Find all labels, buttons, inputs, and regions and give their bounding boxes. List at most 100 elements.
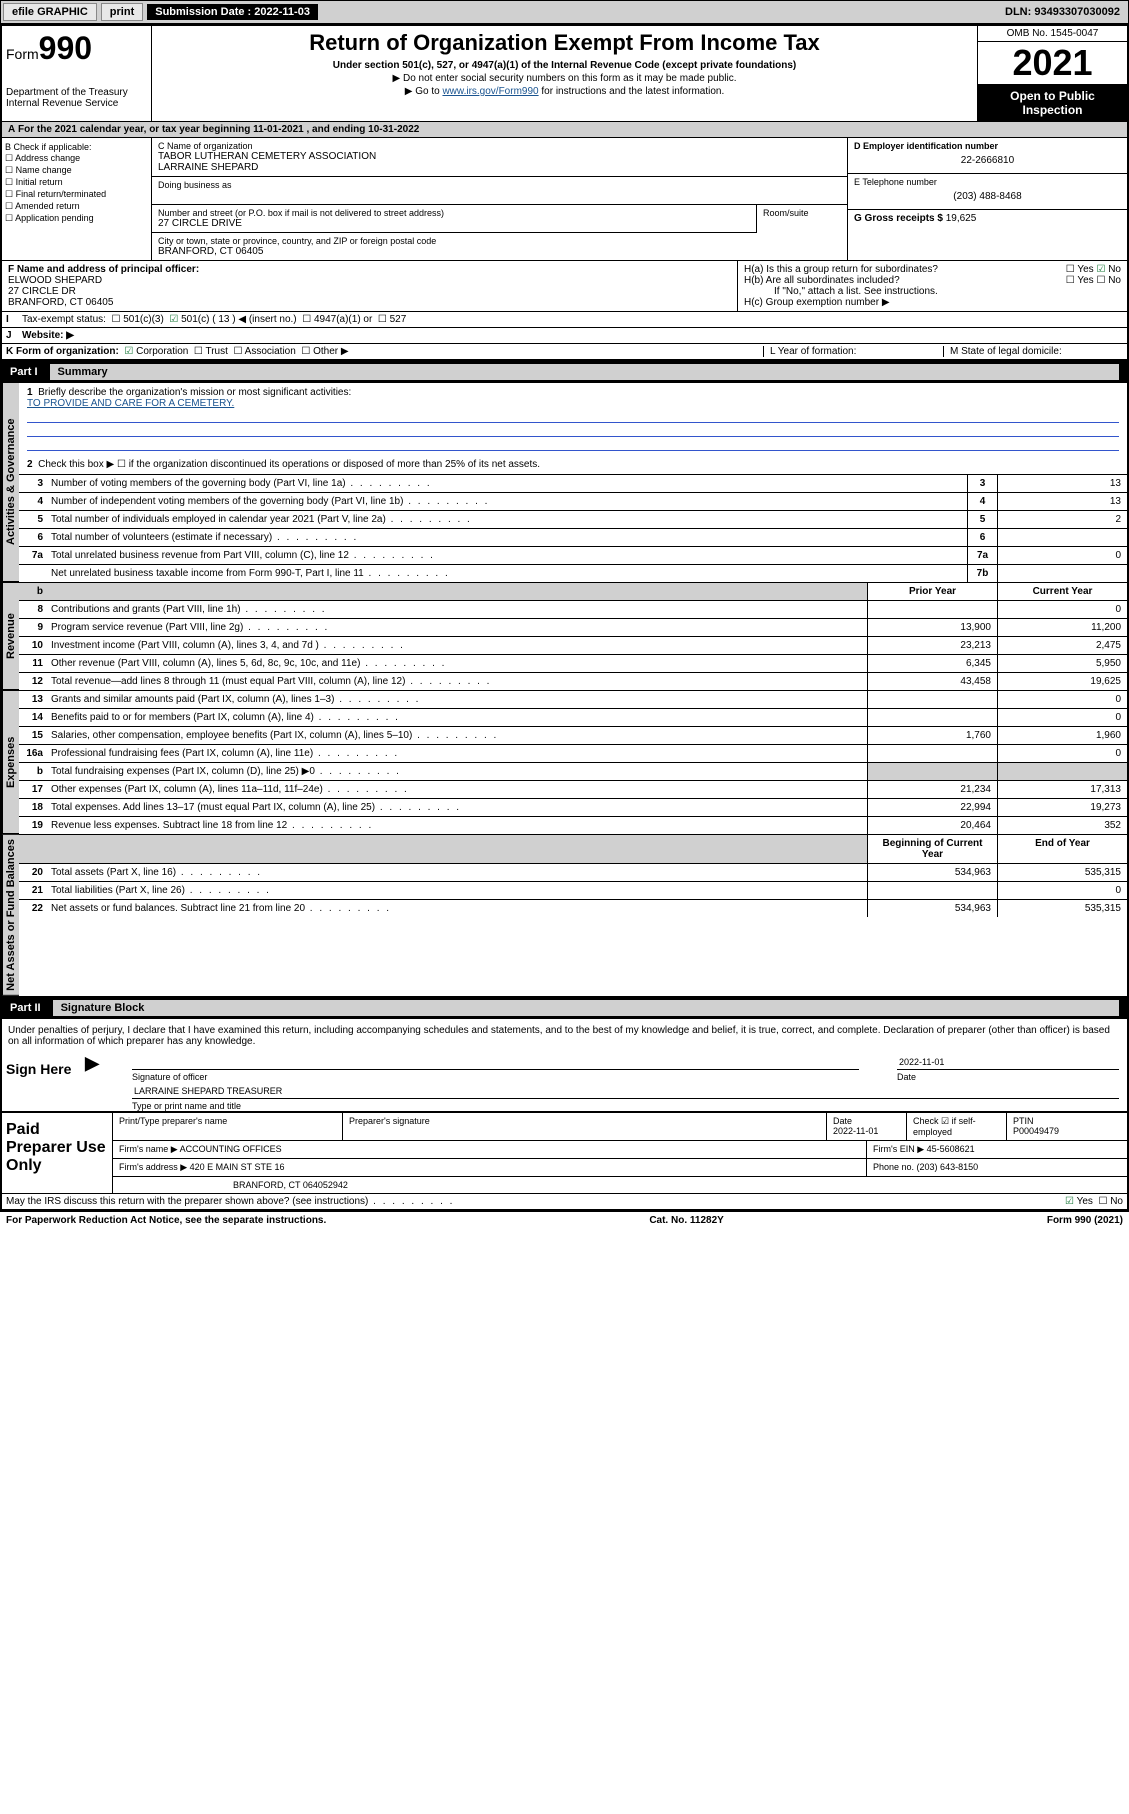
line-4: 4 Number of independent voting members o… bbox=[19, 493, 1127, 511]
omb-number: OMB No. 1545-0047 bbox=[978, 26, 1127, 42]
chk-address-change[interactable]: Address change bbox=[5, 153, 148, 164]
line-9: 9 Program service revenue (Part VIII, li… bbox=[19, 619, 1127, 637]
q1-mission-label: Briefly describe the organization's miss… bbox=[38, 387, 351, 398]
check-self-employed[interactable]: Check ☑ if self-employed bbox=[907, 1113, 1007, 1140]
subtitle-1: Under section 501(c), 527, or 4947(a)(1)… bbox=[160, 60, 969, 71]
chk-amended-return[interactable]: Amended return bbox=[5, 201, 148, 212]
vbar-expenses: Expenses bbox=[2, 691, 19, 834]
tax-exempt-label: Tax-exempt status: bbox=[22, 314, 106, 325]
officer-name-title: LARRAINE SHEPARD TREASURER bbox=[132, 1084, 1119, 1099]
k-form-org-label: K Form of organization: bbox=[6, 346, 119, 357]
arrow-icon: ▶ bbox=[82, 1053, 102, 1111]
f-officer-label: F Name and address of principal officer: bbox=[8, 264, 731, 275]
form-title: Return of Organization Exempt From Incom… bbox=[160, 30, 969, 56]
line-22: 22 Net assets or fund balances. Subtract… bbox=[19, 900, 1127, 917]
subtitle-2: ▶ Do not enter social security numbers o… bbox=[160, 73, 969, 84]
c-name-label: C Name of organization bbox=[158, 141, 841, 151]
ha-yes[interactable]: Yes bbox=[1066, 264, 1094, 275]
room-label: Room/suite bbox=[763, 208, 841, 218]
part-i-title: Summary bbox=[50, 364, 1119, 380]
col-b-checkboxes: B Check if applicable: Address change Na… bbox=[2, 138, 152, 260]
sign-here-label: Sign Here bbox=[2, 1053, 82, 1111]
discuss-yes[interactable]: Yes bbox=[1065, 1196, 1093, 1207]
chk-trust[interactable]: Trust bbox=[194, 346, 228, 357]
form-word: Form bbox=[6, 46, 39, 62]
hb-note: If "No," attach a list. See instructions… bbox=[744, 286, 1121, 297]
submission-date: Submission Date : 2022-11-03 bbox=[147, 4, 318, 20]
chk-527[interactable]: 527 bbox=[378, 314, 406, 325]
line-: Net unrelated business taxable income fr… bbox=[19, 565, 1127, 582]
ptin-value: P00049479 bbox=[1013, 1126, 1059, 1136]
org-name-2: LARRAINE SHEPARD bbox=[158, 162, 841, 173]
sig-officer-label: Signature of officer bbox=[132, 1072, 867, 1082]
form-number: 990 bbox=[39, 30, 92, 66]
line-19: 19 Revenue less expenses. Subtract line … bbox=[19, 817, 1127, 834]
line-b: b Total fundraising expenses (Part IX, c… bbox=[19, 763, 1127, 781]
chk-name-change[interactable]: Name change bbox=[5, 165, 148, 176]
line-10: 10 Investment income (Part VIII, column … bbox=[19, 637, 1127, 655]
row-j: J bbox=[6, 330, 22, 341]
e-phone-label: E Telephone number bbox=[854, 177, 1121, 187]
officer-addr2: BRANFORD, CT 06405 bbox=[8, 297, 731, 308]
part-ii-title: Signature Block bbox=[53, 1000, 1119, 1016]
line-20: 20 Total assets (Part X, line 16) 534,96… bbox=[19, 864, 1127, 882]
line-8: 8 Contributions and grants (Part VIII, l… bbox=[19, 601, 1127, 619]
chk-4947[interactable]: 4947(a)(1) or bbox=[302, 314, 372, 325]
hb-yes[interactable]: Yes bbox=[1066, 275, 1094, 286]
chk-501c3[interactable]: 501(c)(3) bbox=[111, 314, 163, 325]
chk-final-return[interactable]: Final return/terminated bbox=[5, 189, 148, 200]
paid-preparer-label: Paid Preparer Use Only bbox=[2, 1113, 112, 1193]
dept-treasury: Department of the Treasury bbox=[6, 87, 147, 98]
dln-label: DLN: 93493307030092 bbox=[1005, 6, 1126, 18]
discuss-no[interactable]: No bbox=[1098, 1196, 1123, 1207]
may-irs-discuss: May the IRS discuss this return with the… bbox=[6, 1196, 454, 1207]
sig-date-label: Date bbox=[897, 1072, 1127, 1082]
vbar-governance: Activities & Governance bbox=[2, 383, 19, 582]
tax-year: 2021 bbox=[978, 42, 1127, 85]
firm-ein-label: Firm's EIN ▶ bbox=[873, 1144, 927, 1154]
penalty-statement: Under penalties of perjury, I declare th… bbox=[2, 1019, 1127, 1053]
firm-addr-label: Firm's address ▶ bbox=[119, 1162, 190, 1172]
chk-other[interactable]: Other ▶ bbox=[301, 346, 348, 357]
firm-addr2-value: BRANFORD, CT 064052942 bbox=[113, 1177, 1127, 1193]
line-12: 12 Total revenue—add lines 8 through 11 … bbox=[19, 673, 1127, 690]
gross-receipts-value: 19,625 bbox=[946, 213, 977, 224]
chk-association[interactable]: Association bbox=[233, 346, 295, 357]
firm-addr1-value: 420 E MAIN ST STE 16 bbox=[190, 1162, 285, 1172]
print-button[interactable]: print bbox=[101, 3, 143, 21]
efile-button[interactable]: efile GRAPHIC bbox=[3, 3, 97, 21]
col-end-year: End of Year bbox=[997, 835, 1127, 863]
dba-label: Doing business as bbox=[158, 180, 841, 190]
hb-subordinates: H(b) Are all subordinates included? Yes … bbox=[744, 275, 1121, 286]
m-state-domicile: M State of legal domicile: bbox=[943, 346, 1123, 357]
prep-sig-label: Preparer's signature bbox=[343, 1113, 827, 1140]
firm-phone-value: (203) 643-8150 bbox=[917, 1162, 979, 1172]
line-11: 11 Other revenue (Part VIII, column (A),… bbox=[19, 655, 1127, 673]
chk-corporation[interactable]: Corporation bbox=[124, 346, 188, 357]
firm-name-label: Firm's name ▶ bbox=[119, 1144, 180, 1154]
top-toolbar: efile GRAPHIC print Submission Date : 20… bbox=[0, 0, 1129, 24]
prep-date-value: 2022-11-01 bbox=[833, 1126, 878, 1136]
city-state-zip: BRANFORD, CT 06405 bbox=[158, 246, 841, 257]
line-5: 5 Total number of individuals employed i… bbox=[19, 511, 1127, 529]
firm-phone-label: Phone no. bbox=[873, 1162, 917, 1172]
part-ii-label: Part II bbox=[10, 1002, 53, 1014]
chk-application-pending[interactable]: Application pending bbox=[5, 213, 148, 224]
col-prior-year: Prior Year bbox=[867, 583, 997, 600]
line-14: 14 Benefits paid to or for members (Part… bbox=[19, 709, 1127, 727]
open-public-badge: Open to Public Inspection bbox=[978, 85, 1127, 121]
line-17: 17 Other expenses (Part IX, column (A), … bbox=[19, 781, 1127, 799]
officer-name: ELWOOD SHEPARD bbox=[8, 275, 731, 286]
ptin-label: PTIN bbox=[1013, 1116, 1034, 1126]
line-6: 6 Total number of volunteers (estimate i… bbox=[19, 529, 1127, 547]
ha-no[interactable]: No bbox=[1096, 264, 1121, 275]
mission-text: TO PROVIDE AND CARE FOR A CEMETERY. bbox=[27, 398, 1119, 409]
chk-501c[interactable]: 501(c) ( 13 ) ◀ (insert no.) bbox=[169, 314, 296, 325]
footer-paperwork: For Paperwork Reduction Act Notice, see … bbox=[6, 1215, 326, 1226]
prep-date-label: Date bbox=[833, 1116, 852, 1126]
irs-link[interactable]: www.irs.gov/Form990 bbox=[442, 86, 538, 97]
chk-initial-return[interactable]: Initial return bbox=[5, 177, 148, 188]
hb-no[interactable]: No bbox=[1096, 275, 1121, 286]
hc-group-exemption: H(c) Group exemption number ▶ bbox=[744, 297, 1121, 308]
d-ein-label: D Employer identification number bbox=[854, 141, 1121, 151]
